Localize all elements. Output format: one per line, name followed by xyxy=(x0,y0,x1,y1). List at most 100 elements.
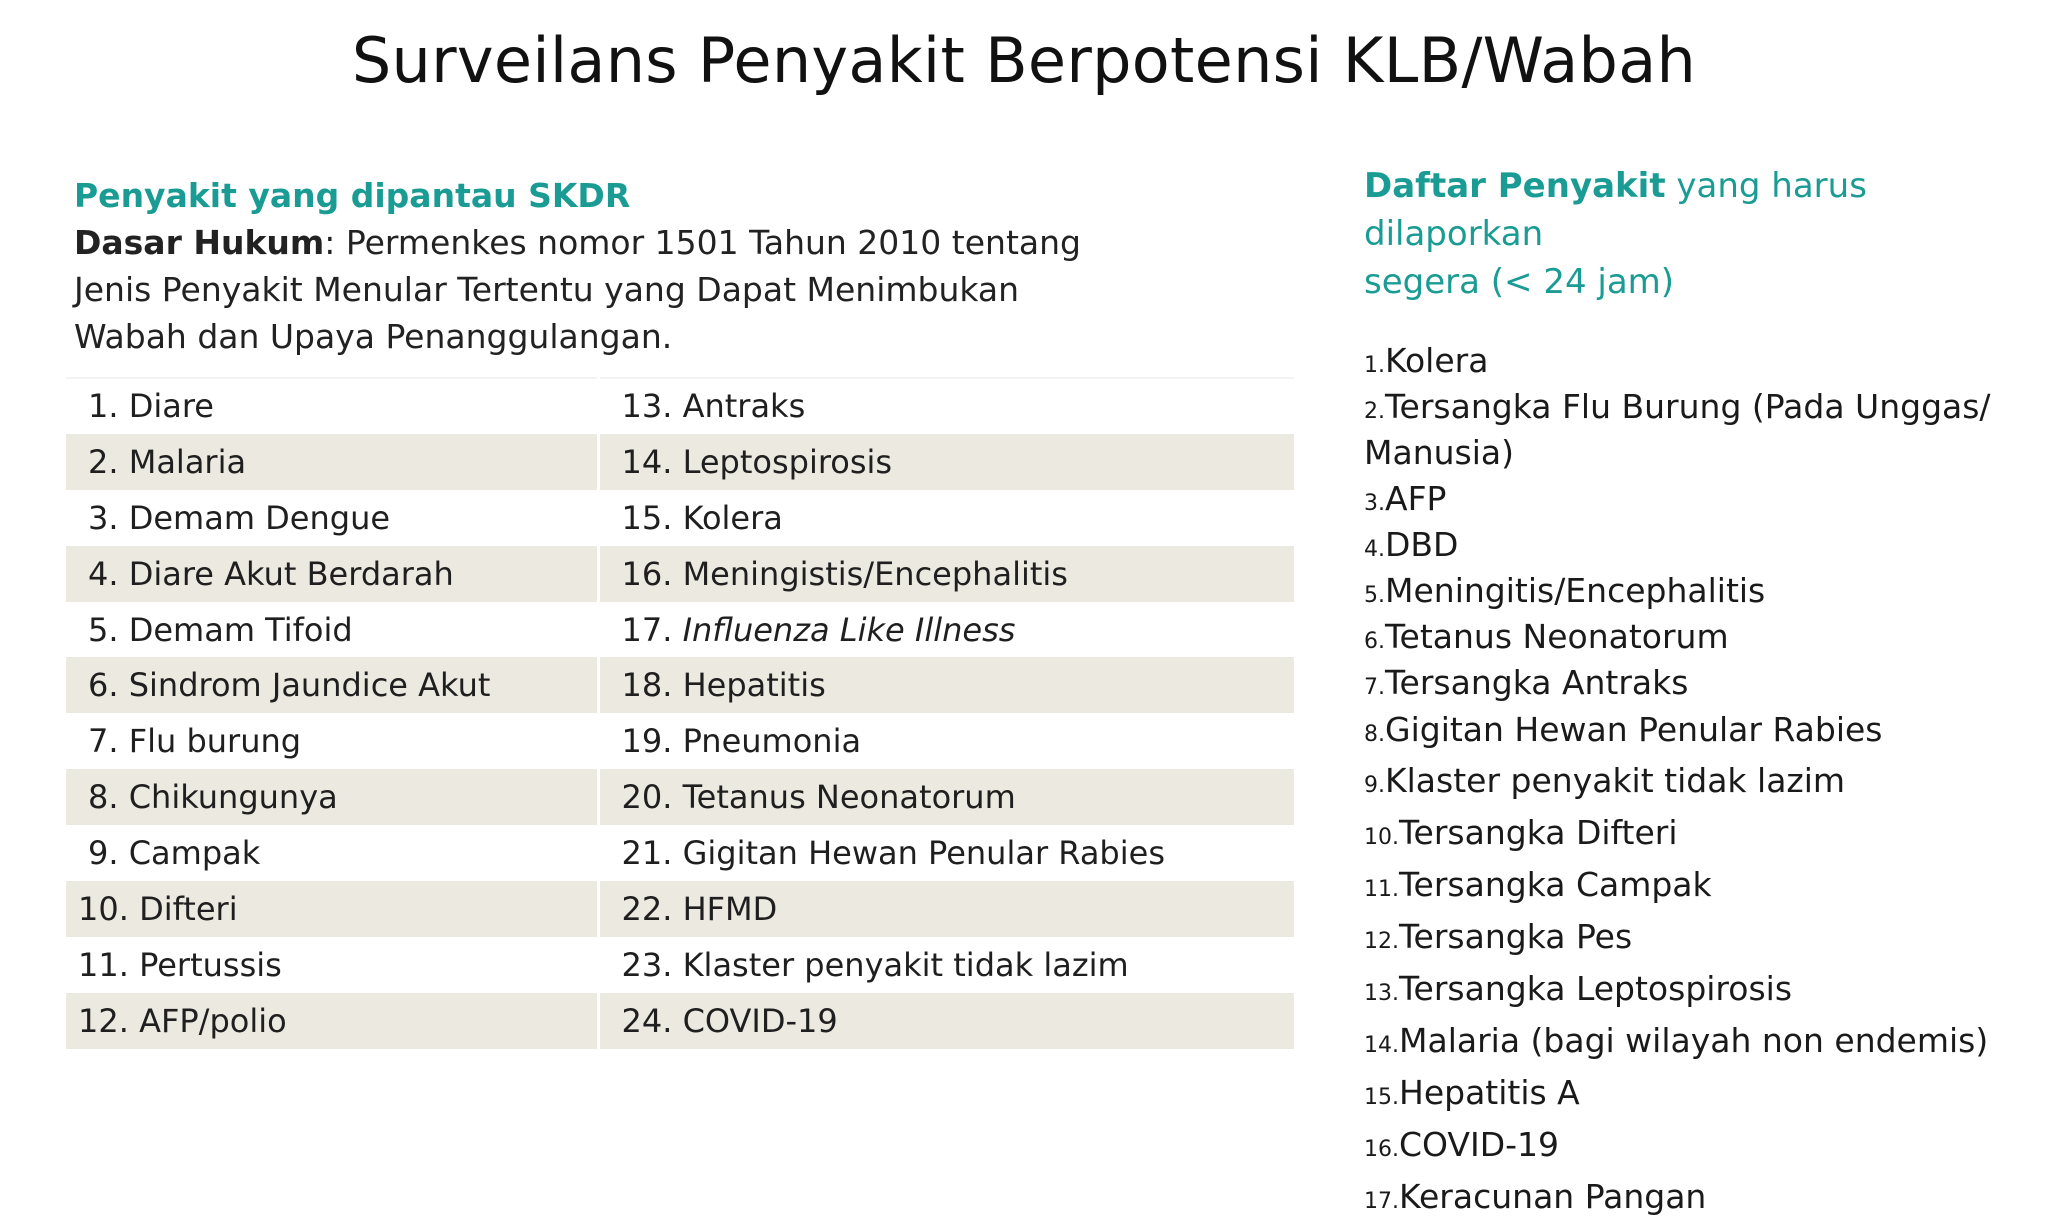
table-cell: 18. Hepatitis xyxy=(596,657,1294,714)
list-item-text: Tetanus Neonatorum xyxy=(1385,617,1729,656)
table-cell-number: 17. xyxy=(621,610,683,649)
table-cell: 9. Campak xyxy=(66,825,598,882)
table-cell: 1. Diare xyxy=(66,377,598,434)
list-item-text: DBD xyxy=(1385,525,1459,564)
list-item: 5.Meningitis/Encephalitis xyxy=(1364,570,2044,616)
immediate-report-heading: Daftar Penyakit yang harus dilaporkan se… xyxy=(1364,162,2044,306)
list-item-number: 11. xyxy=(1364,877,1399,902)
table-cell-italic: Influenza Like Illness xyxy=(682,610,1016,649)
list-item-number: 4. xyxy=(1364,537,1385,562)
table-row: 12. AFP/polio 24. COVID-19 xyxy=(66,992,1294,1049)
table-cell: 3. Demam Dengue xyxy=(66,489,598,546)
legal-basis-label: Dasar Hukum xyxy=(74,223,325,262)
list-item-text: Tersangka Difteri xyxy=(1399,813,1678,852)
list-item-text: Manusia) xyxy=(1364,433,1514,472)
list-item-number: 15. xyxy=(1364,1085,1399,1110)
list-item-text: Gigitan Hewan Penular Rabies xyxy=(1385,710,1883,749)
table-cell: 4. Diare Akut Berdarah xyxy=(66,545,598,602)
list-item-text: COVID-19 xyxy=(1399,1125,1560,1164)
list-item-text: Kolera xyxy=(1385,341,1489,380)
table-row: 7. Flu burung 19. Pneumonia xyxy=(66,713,1294,770)
list-item-text: Tersangka Antraks xyxy=(1385,663,1689,702)
list-item: 7.Tersangka Antraks xyxy=(1364,662,2044,708)
table-cell: 24. COVID-19 xyxy=(596,992,1294,1049)
list-item-text: Hepatitis A xyxy=(1399,1073,1580,1112)
list-item: 17.Keracunan Pangan xyxy=(1364,1173,2044,1225)
list-item-number: 1. xyxy=(1364,353,1385,378)
table-cell: 19. Pneumonia xyxy=(596,713,1294,770)
list-item: 11.Tersangka Campak xyxy=(1364,861,2044,913)
table-row: 5. Demam Tifoid 17. Influenza Like Illne… xyxy=(66,601,1294,658)
skdr-heading: Penyakit yang dipantau SKDR xyxy=(74,176,631,215)
list-item-text: Tersangka Campak xyxy=(1399,865,1712,904)
list-item: 4.DBD xyxy=(1364,524,2044,570)
list-item-text: Malaria (bagi wilayah non endemis) xyxy=(1399,1021,1989,1060)
list-item-number: 5. xyxy=(1364,583,1385,608)
table-row: 2. Malaria 14. Leptospirosis xyxy=(66,433,1294,490)
list-item-number: 6. xyxy=(1364,629,1385,654)
table-row: 6. Sindrom Jaundice Akut 18. Hepatitis xyxy=(66,657,1294,714)
list-item-number: 2. xyxy=(1364,399,1385,424)
table-cell: 12. AFP/polio xyxy=(66,992,598,1049)
list-item-number: 10. xyxy=(1364,825,1399,850)
immediate-report-list: 1.Kolera 2.Tersangka Flu Burung (Pada Ung… xyxy=(1364,340,2044,1225)
skdr-intro: Penyakit yang dipantau SKDR Dasar Hukum:… xyxy=(74,172,1154,360)
list-item-number: 12. xyxy=(1364,929,1399,954)
list-item-number: 16. xyxy=(1364,1137,1399,1162)
table-cell: 5. Demam Tifoid xyxy=(66,601,598,658)
table-row: 11. Pertussis 23. Klaster penyakit tidak… xyxy=(66,936,1294,993)
table-row: 4. Diare Akut Berdarah 16. Meningistis/E… xyxy=(66,545,1294,602)
list-item: 15.Hepatitis A xyxy=(1364,1069,2044,1121)
list-item: 13.Tersangka Leptospirosis xyxy=(1364,965,2044,1017)
list-item: 8.Gigitan Hewan Penular Rabies xyxy=(1364,708,2044,757)
table-cell: 23. Klaster penyakit tidak lazim xyxy=(596,936,1294,993)
legal-basis: Dasar Hukum: Permenkes nomor 1501 Tahun … xyxy=(74,219,1154,360)
table-cell: 21. Gigitan Hewan Penular Rabies xyxy=(596,825,1294,882)
list-item: Manusia) xyxy=(1364,432,2044,478)
list-item-text: Tersangka Leptospirosis xyxy=(1399,969,1793,1008)
table-row: 10. Difteri 22. HFMD xyxy=(66,881,1294,937)
list-item-text: Meningitis/Encephalitis xyxy=(1385,571,1766,610)
list-item-text: Klaster penyakit tidak lazim xyxy=(1385,761,1846,800)
list-item-number: 17. xyxy=(1364,1189,1399,1214)
table-cell: 8. Chikungunya xyxy=(66,769,598,826)
page-title: Surveilans Penyakit Berpotensi KLB/Wabah xyxy=(351,24,1697,97)
list-item: 12.Tersangka Pes xyxy=(1364,913,2044,965)
table-cell: 16. Meningistis/Encephalitis xyxy=(596,545,1294,602)
list-item: 16.COVID-19 xyxy=(1364,1121,2044,1173)
list-item-text: AFP xyxy=(1385,479,1447,518)
table-cell: 22. HFMD xyxy=(596,881,1294,937)
list-item: 3.AFP xyxy=(1364,478,2044,524)
table-cell: 10. Difteri xyxy=(66,881,598,937)
list-item: 14.Malaria (bagi wilayah non endemis) xyxy=(1364,1017,2044,1069)
immediate-report-panel: Daftar Penyakit yang harus dilaporkan se… xyxy=(1364,162,2044,1225)
list-item: 9.Klaster penyakit tidak lazim xyxy=(1364,757,2044,809)
immediate-report-heading-rest: yang harus dilaporkan xyxy=(1364,166,1867,254)
table-cell: 15. Kolera xyxy=(596,489,1294,546)
list-item: 1.Kolera xyxy=(1364,340,2044,386)
legal-basis-text-3: Wabah dan Upaya Penanggulangan. xyxy=(74,317,673,356)
table-cell: 13. Antraks xyxy=(596,377,1294,434)
table-row: 9. Campak 21. Gigitan Hewan Penular Rabi… xyxy=(66,825,1294,882)
table-cell: 7. Flu burung xyxy=(66,713,598,770)
immediate-report-heading-line2: segera (< 24 jam) xyxy=(1364,262,1675,302)
table-cell: 2. Malaria xyxy=(66,433,598,490)
list-item-number: 14. xyxy=(1364,1033,1399,1058)
list-item-number: 7. xyxy=(1364,675,1385,700)
table-row: 8. Chikungunya 20. Tetanus Neonatorum xyxy=(66,769,1294,826)
table-cell: 14. Leptospirosis xyxy=(596,433,1294,490)
table-cell: 6. Sindrom Jaundice Akut xyxy=(66,657,598,714)
table-row: 3. Demam Dengue 15. Kolera xyxy=(66,489,1294,546)
table-cell: 11. Pertussis xyxy=(66,936,598,993)
list-item-number: 8. xyxy=(1364,722,1385,747)
list-item: 2.Tersangka Flu Burung (Pada Unggas/ xyxy=(1364,386,2044,432)
immediate-report-heading-bold: Daftar Penyakit xyxy=(1364,166,1666,206)
legal-basis-text-1: : Permenkes nomor 1501 Tahun 2010 tentan… xyxy=(324,223,1081,262)
table-row: 1. Diare 13. Antraks xyxy=(66,377,1294,434)
legal-basis-text-2: Jenis Penyakit Menular Tertentu yang Dap… xyxy=(74,270,1020,309)
list-item-number: 13. xyxy=(1364,981,1399,1006)
list-item-text: Keracunan Pangan xyxy=(1399,1177,1707,1216)
skdr-disease-table: 1. Diare 13. Antraks 2. Malaria 14. Lept… xyxy=(66,377,1294,1049)
table-cell: 17. Influenza Like Illness xyxy=(596,601,1294,658)
list-item-text: Tersangka Pes xyxy=(1399,917,1633,956)
